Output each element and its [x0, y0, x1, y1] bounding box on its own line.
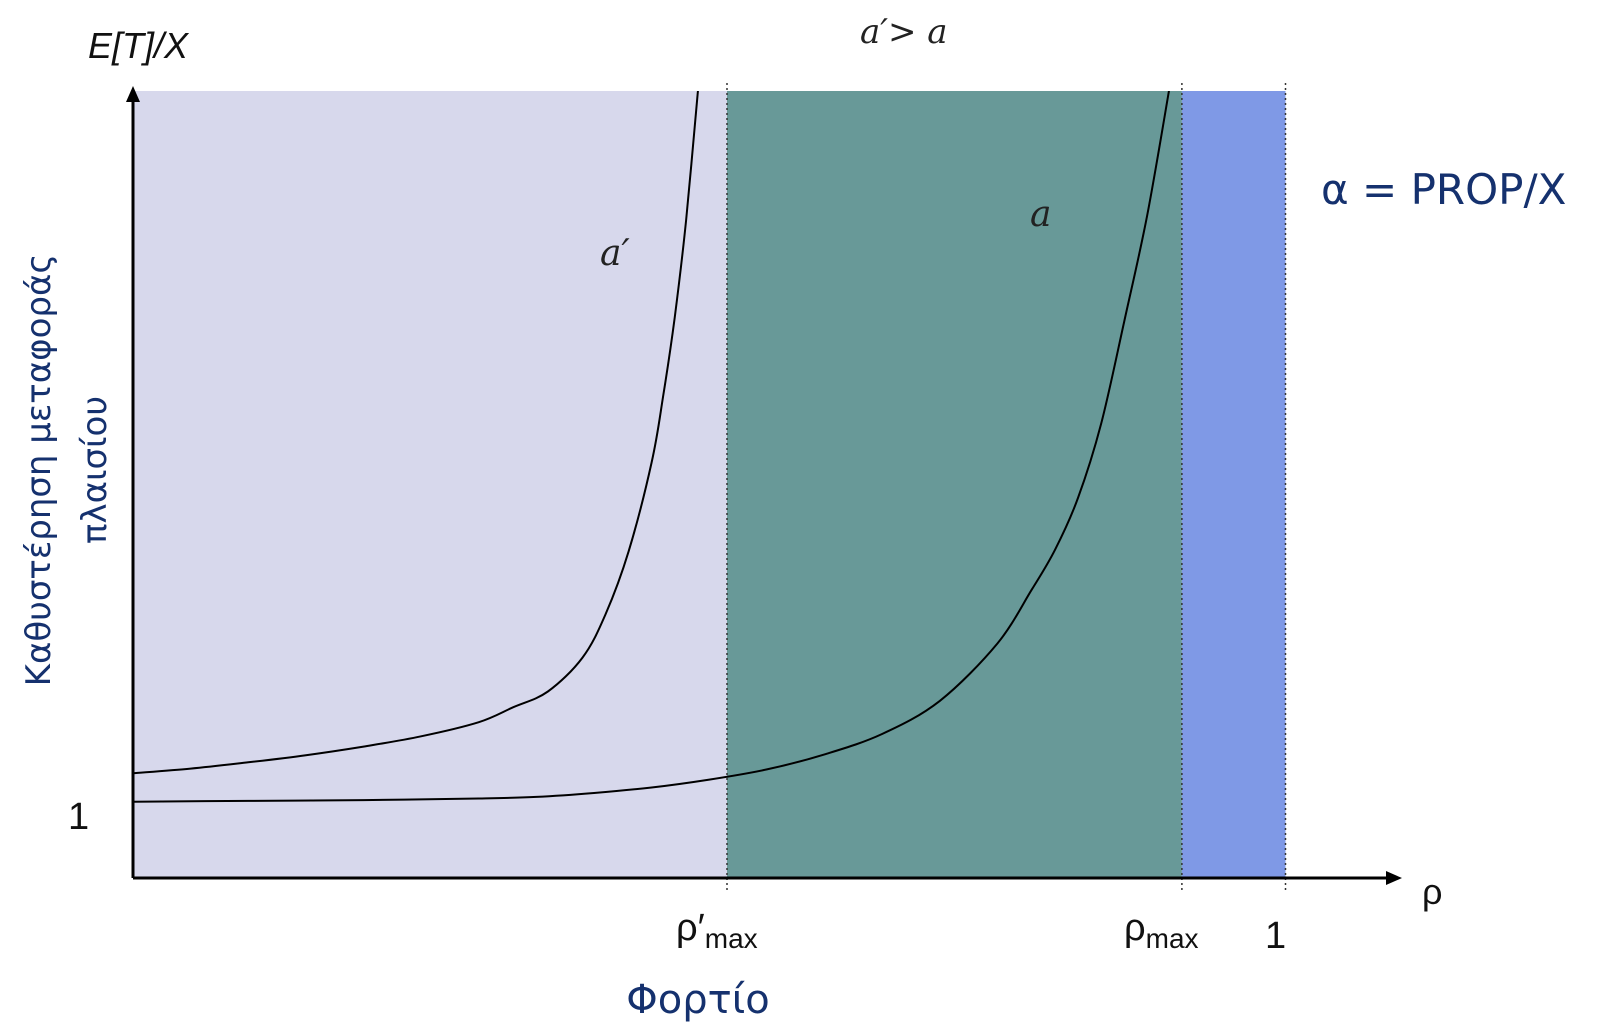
region-high-load: [1181, 91, 1286, 878]
y-tick-label-1: 1: [68, 796, 89, 838]
x-tick-rho-prime-sub: max: [705, 923, 758, 954]
x-tick-rho-prime: ρ′: [676, 907, 705, 949]
curve-a-prime: [132, 91, 699, 775]
x-tick-rho: ρ: [1124, 907, 1146, 949]
comparison-note: a′> a: [860, 12, 948, 52]
curves: [132, 91, 1170, 803]
x-axis-arrow: [1386, 871, 1402, 885]
series-label-a: a: [1030, 194, 1051, 235]
x-axis-label: Φορτίο: [626, 977, 769, 1023]
series-label-a-prime: a′: [600, 233, 630, 274]
x-tick-rho-max: ρmax: [1124, 907, 1199, 954]
y-axis-label-line1: Καθυστέρηση μεταφοράς: [19, 254, 59, 687]
y-axis-arrow: [126, 86, 140, 102]
curve-a: [132, 91, 1170, 803]
y-axis-top-label: E[T]/X: [88, 25, 190, 66]
series-labels: a′ a: [600, 194, 1051, 274]
x-tick-one: 1: [1265, 915, 1286, 957]
x-tick-rho-sub: max: [1146, 923, 1199, 954]
region-mid-load: [726, 91, 1182, 878]
x-axis-symbol: ρ: [1422, 871, 1442, 912]
y-axis-label-line2: πλαισίου: [75, 396, 115, 544]
x-tick-rho-prime-max: ρ′max: [676, 907, 758, 954]
legend-formula: α = PROP/X: [1321, 165, 1566, 214]
load-regions: [133, 91, 1286, 878]
region-low-load: [133, 91, 727, 878]
